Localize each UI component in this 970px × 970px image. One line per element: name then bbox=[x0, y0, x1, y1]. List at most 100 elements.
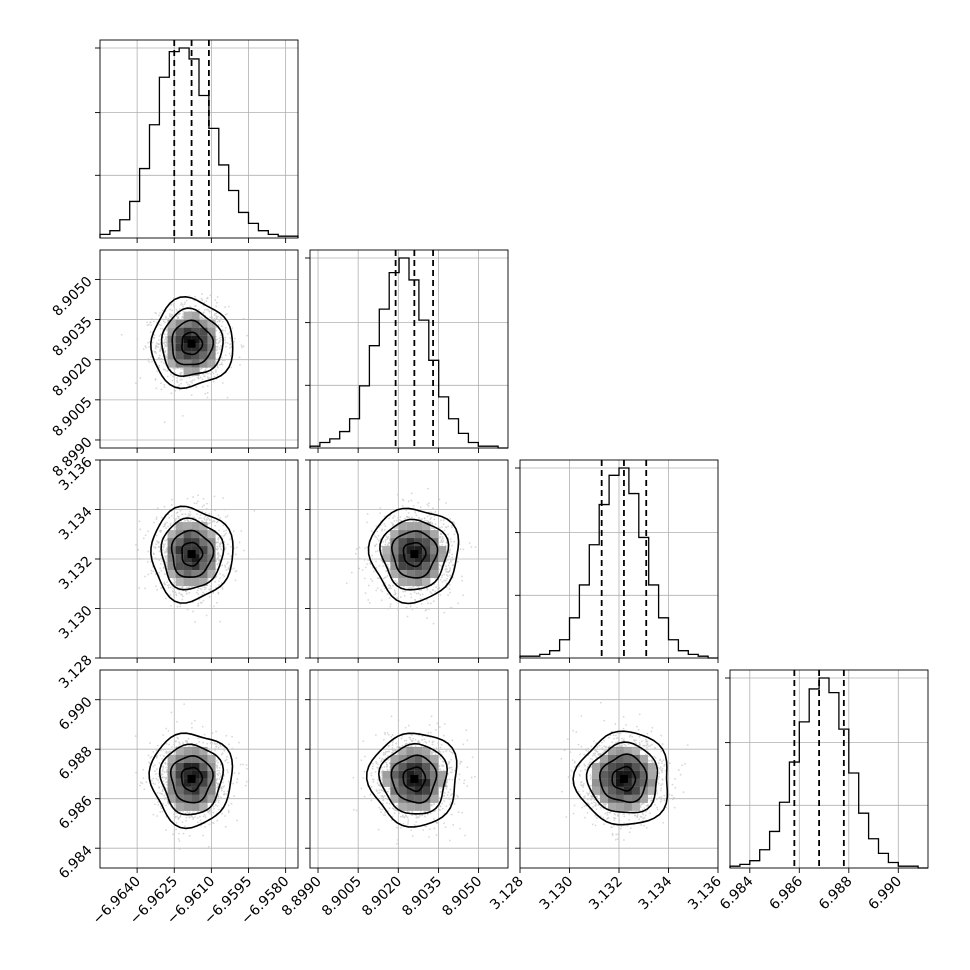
density-cell bbox=[175, 546, 184, 555]
sample-point bbox=[138, 520, 141, 523]
sample-point bbox=[167, 317, 170, 320]
sample-point bbox=[470, 546, 473, 548]
sample-point bbox=[218, 561, 220, 563]
sample-point bbox=[441, 526, 443, 528]
sample-point bbox=[181, 415, 184, 417]
sample-point bbox=[226, 342, 229, 345]
sample-point bbox=[441, 541, 444, 544]
sample-point bbox=[378, 577, 381, 580]
sample-point bbox=[120, 333, 123, 336]
sample-point bbox=[407, 512, 410, 514]
sample-point bbox=[448, 584, 451, 586]
sample-point bbox=[185, 381, 188, 384]
sample-point bbox=[202, 591, 204, 594]
sample-point bbox=[164, 543, 167, 545]
sample-point bbox=[219, 577, 221, 580]
panel-2-0 bbox=[95, 459, 299, 663]
sample-point bbox=[394, 580, 397, 582]
sample-point bbox=[217, 324, 220, 326]
sample-point bbox=[426, 617, 428, 619]
sample-point bbox=[222, 497, 225, 499]
sample-point bbox=[381, 528, 384, 531]
panel-1-0 bbox=[95, 249, 299, 453]
sample-point bbox=[224, 313, 227, 316]
sample-point bbox=[206, 518, 209, 521]
sample-point bbox=[405, 509, 408, 512]
density-cell bbox=[183, 359, 192, 368]
sample-point bbox=[216, 320, 219, 323]
sample-point bbox=[447, 525, 450, 528]
density-2-0 bbox=[135, 494, 256, 623]
sample-point bbox=[435, 586, 438, 589]
sample-point bbox=[188, 591, 191, 594]
density-cell bbox=[183, 311, 192, 320]
sample-point bbox=[187, 515, 189, 517]
sample-point bbox=[415, 592, 418, 595]
sample-point bbox=[217, 342, 220, 345]
sample-point bbox=[174, 591, 177, 594]
sample-point bbox=[177, 313, 180, 316]
sample-point bbox=[152, 320, 155, 323]
sample-point bbox=[156, 588, 158, 591]
panel-frame bbox=[99, 249, 299, 449]
sample-point bbox=[386, 607, 389, 610]
sample-point bbox=[394, 592, 397, 595]
sample-point bbox=[214, 524, 217, 527]
sample-point bbox=[165, 316, 168, 319]
density-peak bbox=[187, 339, 196, 348]
sample-point bbox=[147, 359, 149, 361]
sample-point bbox=[440, 539, 443, 542]
sample-point bbox=[156, 358, 159, 361]
sample-point bbox=[162, 546, 165, 549]
sample-point bbox=[417, 501, 420, 504]
sample-point bbox=[185, 299, 188, 302]
density-cell bbox=[199, 578, 208, 587]
sample-point bbox=[206, 396, 209, 399]
sample-point bbox=[403, 517, 406, 520]
density-cell bbox=[167, 351, 176, 360]
density-cell bbox=[199, 522, 208, 531]
sample-point bbox=[144, 575, 146, 578]
sample-point bbox=[204, 392, 207, 395]
sample-point bbox=[451, 524, 453, 527]
sample-point bbox=[190, 394, 193, 397]
sample-point bbox=[175, 308, 178, 311]
density-cell bbox=[175, 522, 184, 531]
sample-point bbox=[224, 566, 227, 568]
sample-point bbox=[225, 532, 227, 535]
sample-point bbox=[381, 590, 384, 593]
sample-point bbox=[160, 557, 163, 560]
sample-point bbox=[388, 542, 391, 545]
sample-point bbox=[172, 582, 174, 584]
sample-point bbox=[196, 513, 198, 515]
sample-point bbox=[159, 343, 162, 346]
sample-point bbox=[219, 340, 221, 343]
sample-point bbox=[154, 547, 157, 549]
sample-point bbox=[165, 539, 168, 542]
sample-point bbox=[187, 519, 190, 522]
sample-point bbox=[155, 387, 158, 390]
density-cell bbox=[167, 530, 176, 539]
sample-point bbox=[208, 519, 211, 521]
density-cell bbox=[191, 319, 200, 328]
sample-point bbox=[375, 525, 378, 528]
sample-point bbox=[219, 545, 222, 548]
contour-1 bbox=[170, 529, 215, 578]
sample-point bbox=[195, 386, 198, 388]
density-cell bbox=[199, 570, 208, 579]
sample-point bbox=[421, 593, 424, 596]
sample-point bbox=[160, 587, 163, 590]
sample-point bbox=[414, 511, 417, 514]
sample-point bbox=[155, 345, 158, 348]
sample-point bbox=[216, 345, 219, 348]
sample-point bbox=[439, 526, 441, 529]
sample-point bbox=[434, 523, 437, 526]
sample-point bbox=[178, 384, 181, 387]
sample-point bbox=[389, 603, 392, 606]
sample-point bbox=[197, 604, 200, 607]
sample-point bbox=[447, 594, 449, 596]
sample-point bbox=[212, 380, 215, 383]
sample-point bbox=[188, 295, 191, 298]
panel-0-0 bbox=[95, 39, 299, 243]
sample-point bbox=[224, 341, 227, 344]
